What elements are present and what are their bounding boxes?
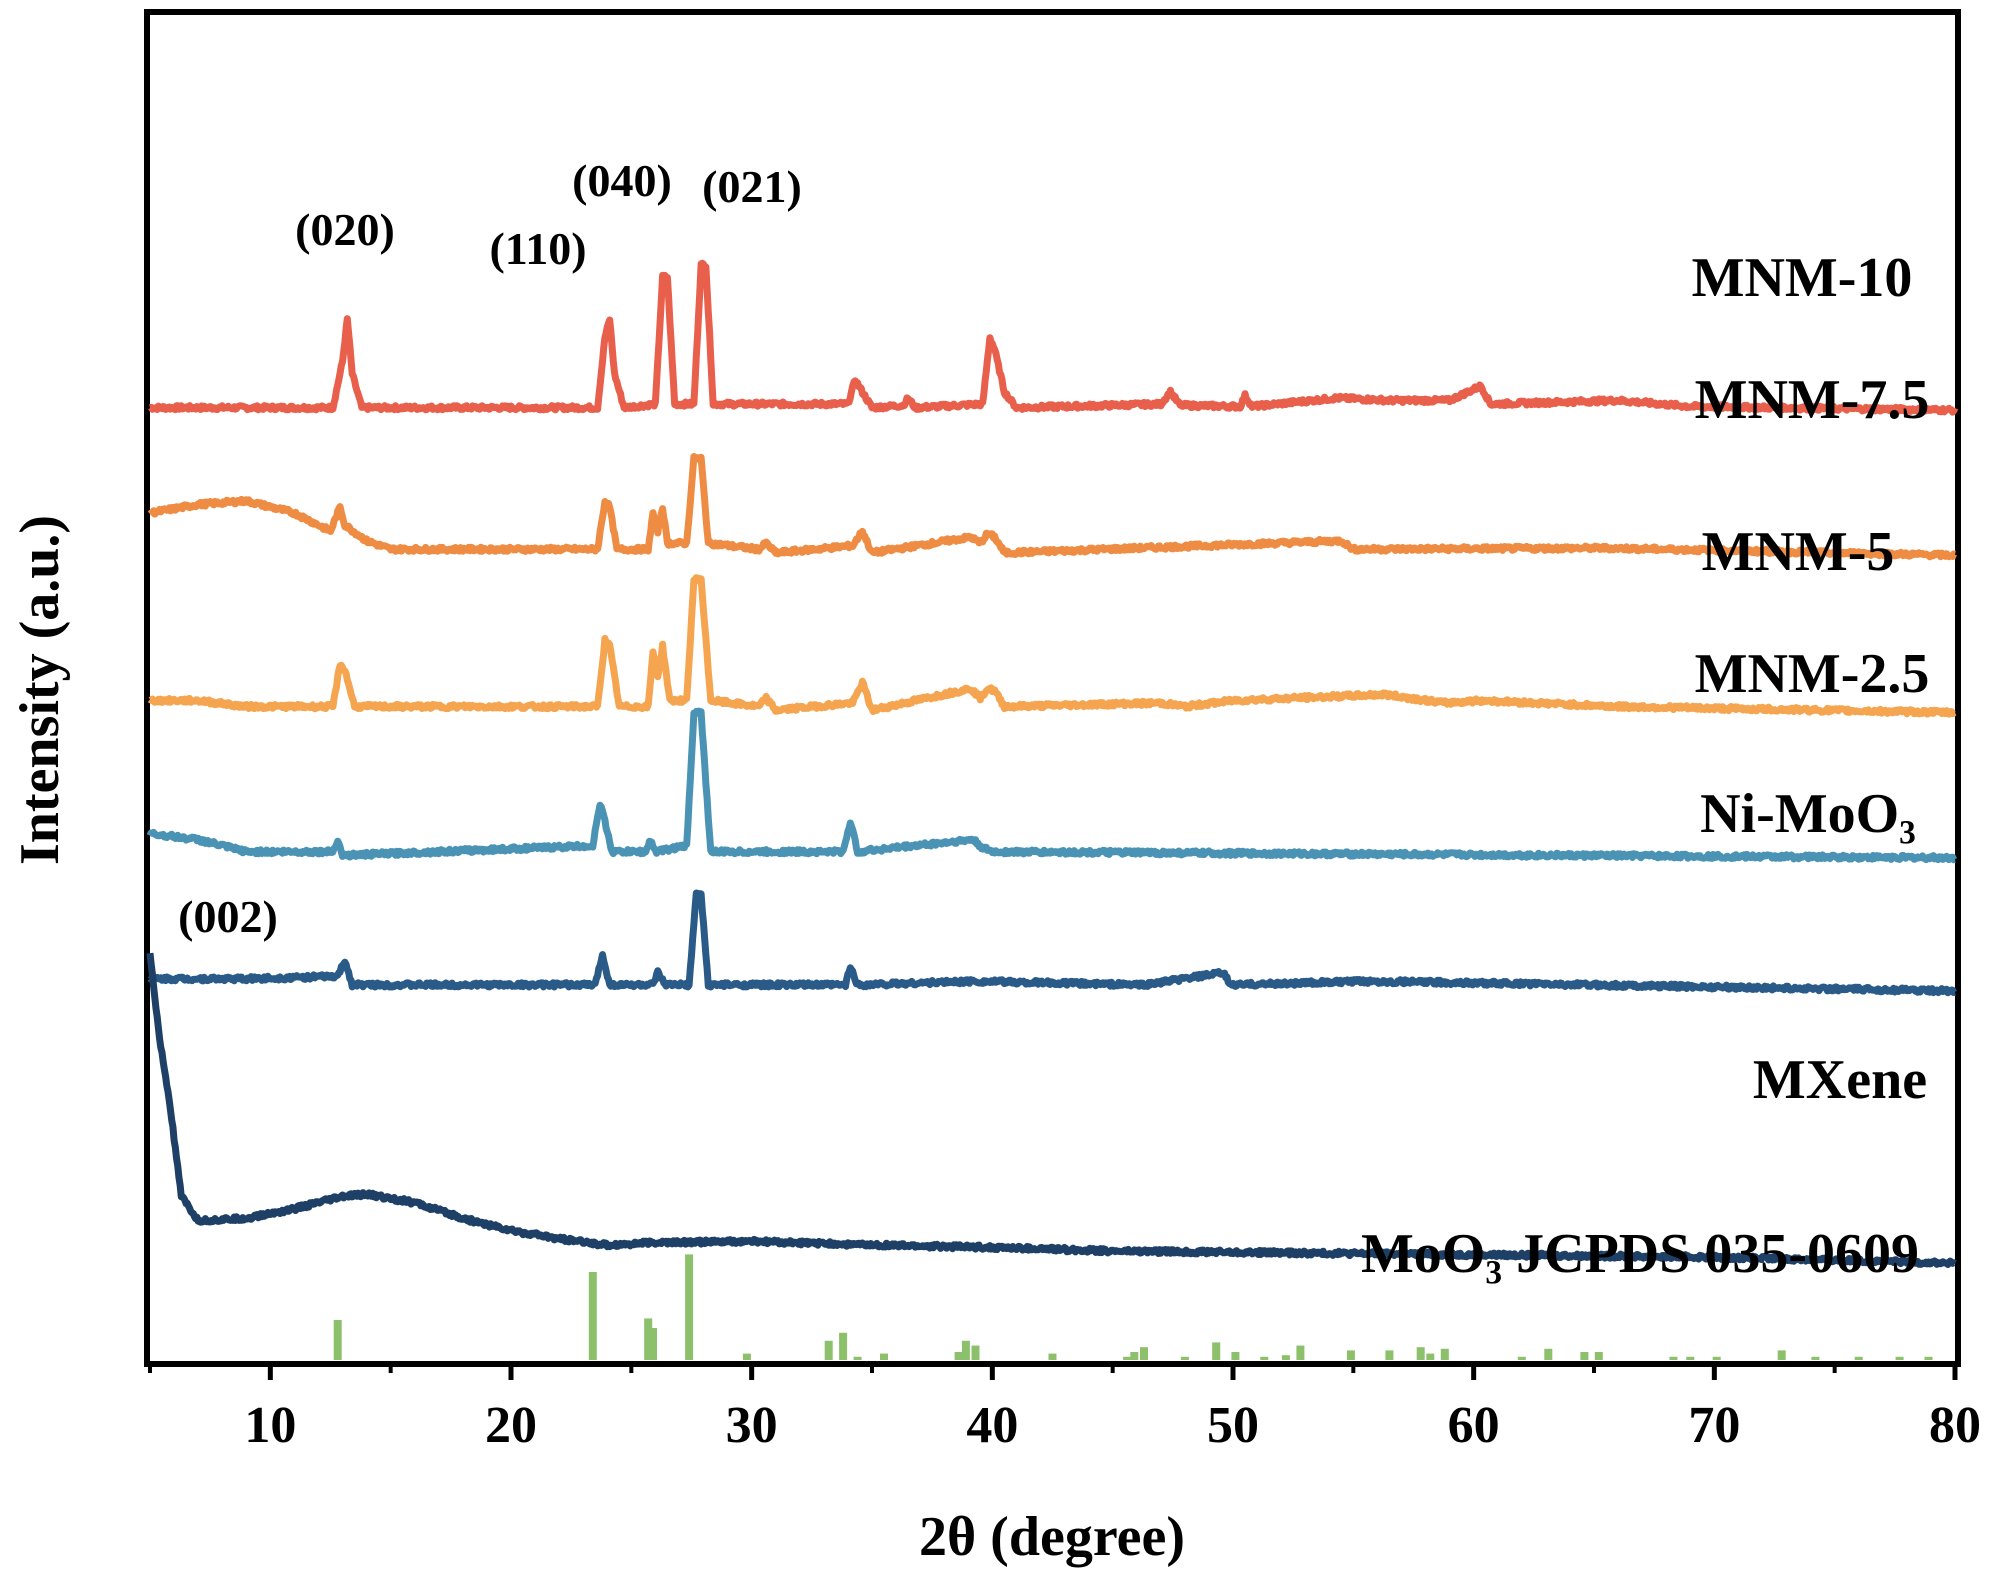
x-tick-label-60: 60 — [1448, 1397, 1500, 1454]
x-axis-title: 2θ (degree) — [919, 1506, 1185, 1568]
peak-label-021: (021) — [702, 161, 802, 212]
x-tick-label-80: 80 — [1929, 1397, 1981, 1454]
series-line-5 — [146, 952, 1958, 1268]
series-line-4 — [147, 889, 1958, 997]
series-line-1 — [147, 453, 1958, 561]
reference-label: MoO₃ JCPDS 035-0609 — [1361, 1223, 1919, 1285]
reference-bar-21 — [1281, 1355, 1290, 1360]
reference-bar-12 — [971, 1345, 980, 1360]
reference-bar-17 — [1180, 1356, 1189, 1360]
reference-bar-34 — [1712, 1356, 1721, 1360]
x-tick-label-10: 10 — [244, 1397, 296, 1454]
reference-bar-27 — [1440, 1348, 1449, 1360]
y-axis-title: Intensity (a.u.) — [9, 515, 71, 865]
series-label-mxene: MXene — [1753, 1049, 1927, 1111]
reference-bar-18 — [1212, 1342, 1221, 1360]
reference-bars — [333, 1254, 1933, 1360]
reference-bar-15 — [1130, 1352, 1139, 1360]
reference-bar-28 — [1517, 1356, 1526, 1360]
reference-bar-38 — [1895, 1356, 1904, 1360]
reference-bar-11 — [961, 1340, 970, 1360]
peak-label-110: (110) — [489, 223, 586, 274]
reference-bar-29 — [1544, 1348, 1553, 1360]
reference-bar-33 — [1686, 1356, 1695, 1360]
series-label-mnm-10: MNM-10 — [1692, 247, 1913, 309]
reference-bar-31 — [1594, 1352, 1603, 1360]
reference-bar-22 — [1296, 1345, 1305, 1360]
plot-frame — [144, 9, 1961, 1367]
peak-label-020: (020) — [295, 204, 395, 255]
reference-bar-10 — [954, 1352, 963, 1360]
series-line-2 — [147, 574, 1958, 718]
x-tick-label-40: 40 — [966, 1397, 1018, 1454]
reference-bar-39 — [1924, 1356, 1933, 1360]
reference-bar-6 — [824, 1340, 833, 1360]
reference-bar-26 — [1426, 1353, 1435, 1360]
reference-bar-3 — [649, 1328, 657, 1360]
peak-label-002: (002) — [178, 891, 278, 942]
reference-bar-4 — [685, 1254, 694, 1360]
reference-bar-30 — [1580, 1352, 1589, 1360]
reference-bar-16 — [1140, 1347, 1148, 1360]
series-line-0 — [147, 259, 1959, 416]
reference-bar-23 — [1346, 1350, 1355, 1360]
reference-bar-25 — [1416, 1347, 1425, 1360]
reference-bar-0 — [333, 1320, 342, 1360]
series-label-mnm-7-5: MNM-7.5 — [1695, 369, 1930, 431]
reference-bar-5 — [742, 1353, 751, 1360]
reference-bar-7 — [839, 1332, 848, 1360]
x-tick-label-70: 70 — [1688, 1397, 1740, 1454]
x-tick-label-30: 30 — [726, 1397, 778, 1454]
reference-bar-9 — [880, 1353, 888, 1360]
peak-label-040: (040) — [572, 155, 672, 206]
series-lines — [146, 259, 1959, 1268]
reference-bar-8 — [853, 1356, 862, 1360]
reference-bar-13 — [1048, 1353, 1057, 1360]
series-label-ni-moo3: Ni-MoO₃ — [1700, 783, 1916, 845]
x-axis-ticks: 10 20 30 40 50 60 70 80 — [148, 1364, 1981, 1454]
series-label-mnm-5: MNM-5 — [1702, 521, 1895, 583]
reference-bar-36 — [1811, 1356, 1820, 1360]
reference-bar-37 — [1854, 1356, 1863, 1360]
reference-bar-24 — [1385, 1350, 1394, 1360]
reference-bar-32 — [1669, 1356, 1678, 1360]
series-label-mnm-2-5: MNM-2.5 — [1695, 643, 1930, 705]
reference-bar-35 — [1777, 1350, 1786, 1360]
reference-bar-14 — [1123, 1356, 1132, 1360]
series-line-3 — [146, 707, 1958, 864]
reference-bar-20 — [1260, 1356, 1269, 1360]
reference-bar-1 — [588, 1272, 597, 1360]
reference-bar-2 — [644, 1318, 653, 1360]
x-tick-label-20: 20 — [485, 1397, 537, 1454]
reference-bar-19 — [1231, 1352, 1240, 1360]
x-tick-label-50: 50 — [1207, 1397, 1259, 1454]
